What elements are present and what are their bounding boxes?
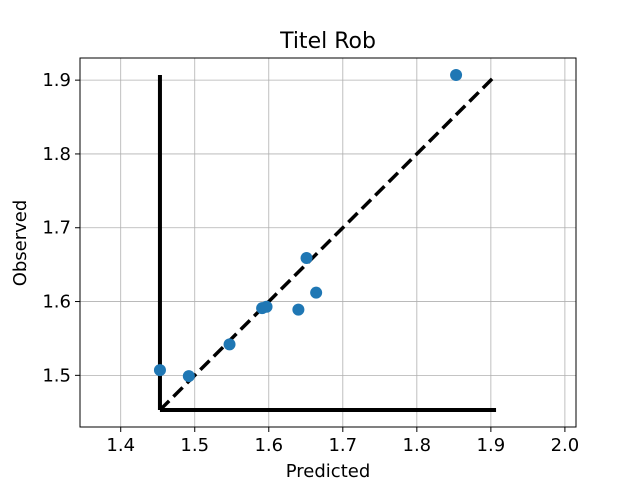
x-tick-label: 1.7 — [328, 435, 357, 456]
x-axis-label: Predicted — [286, 461, 371, 480]
data-point — [300, 251, 313, 264]
data-point — [292, 303, 305, 316]
data-point — [223, 338, 236, 351]
y-tick-label: 1.9 — [42, 70, 71, 91]
chart-title: Titel Rob — [279, 29, 376, 54]
data-point — [182, 370, 195, 383]
data-point — [450, 68, 463, 81]
data-point — [260, 300, 273, 313]
y-tick-label: 1.5 — [42, 365, 71, 386]
y-axis-label: Observed — [10, 200, 31, 287]
y-tick-label: 1.7 — [42, 218, 71, 239]
y-tick-label: 1.8 — [42, 144, 71, 165]
data-point — [310, 286, 323, 299]
x-tick-label: 1.5 — [180, 435, 209, 456]
identity-line — [158, 73, 498, 412]
x-tick-label: 1.8 — [403, 435, 432, 456]
plot-area: 1.4 1.5 1.6 1.7 1.8 1.9 2.0 1.5 1.6 1.7 1.8 1.9 — [42, 57, 580, 456]
data-point — [153, 364, 166, 377]
x-tick-label: 1.9 — [477, 435, 506, 456]
x-tick-label: 1.4 — [106, 435, 135, 456]
x-tick-label: 2.0 — [551, 435, 580, 456]
x-tick-label: 1.6 — [254, 435, 283, 456]
y-tick-label: 1.6 — [42, 292, 71, 313]
plot-frame — [79, 57, 577, 428]
